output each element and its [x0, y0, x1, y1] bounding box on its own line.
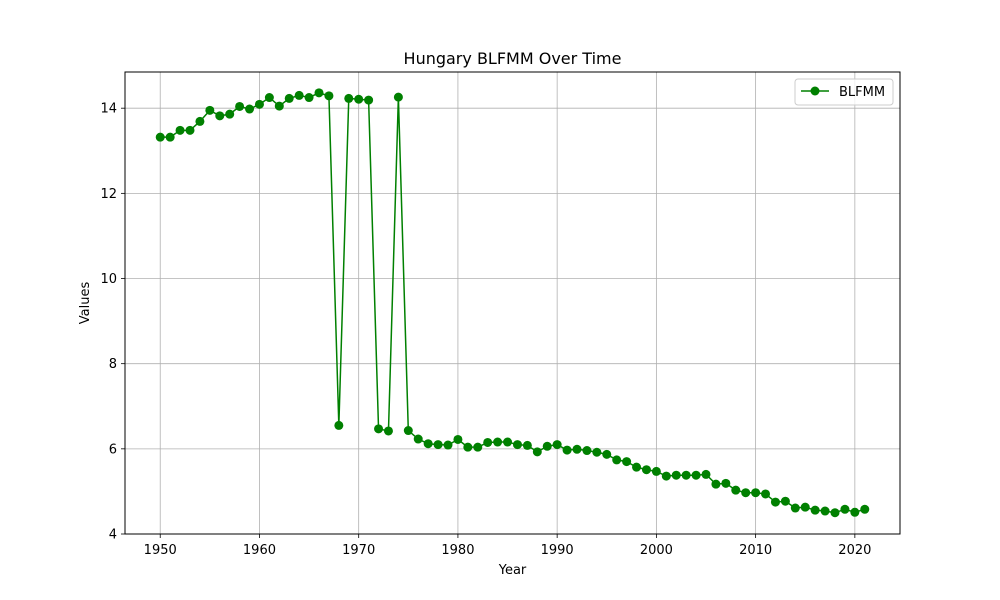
data-point — [165, 132, 175, 142]
data-point — [641, 465, 651, 475]
data-point — [334, 420, 344, 430]
y-tick-label: 10 — [100, 272, 117, 287]
data-point — [820, 506, 830, 516]
x-tick-label: 2020 — [838, 543, 871, 558]
data-point — [215, 111, 225, 121]
x-tick-label: 1970 — [342, 543, 375, 558]
data-point — [225, 109, 235, 119]
data-point — [344, 93, 354, 103]
data-point — [701, 469, 711, 479]
data-point — [691, 470, 701, 480]
data-point — [522, 440, 532, 450]
data-point — [205, 105, 215, 115]
data-point — [423, 439, 433, 449]
y-axis-label: Values — [78, 282, 93, 325]
data-point — [592, 447, 602, 457]
x-tick-label: 1950 — [144, 543, 177, 558]
data-point — [751, 488, 761, 498]
x-tick-label: 1990 — [541, 543, 574, 558]
data-point — [493, 437, 503, 447]
data-point — [185, 125, 195, 135]
data-point — [512, 440, 522, 450]
data-point — [324, 91, 334, 101]
y-tick-label: 14 — [100, 102, 117, 117]
data-point — [810, 505, 820, 515]
data-point — [800, 502, 810, 512]
data-point — [274, 101, 284, 111]
data-point — [304, 93, 314, 103]
data-point — [661, 471, 671, 481]
data-point — [681, 470, 691, 480]
legend-box — [794, 78, 894, 106]
y-axis-ticks: 4 6 8 10 12 14 — [100, 102, 125, 543]
data-point — [254, 99, 264, 109]
data-point — [264, 93, 274, 103]
data-point — [790, 503, 800, 513]
y-tick-label: 4 — [109, 528, 117, 543]
data-point — [721, 478, 731, 488]
data-point — [155, 132, 165, 142]
data-point — [860, 504, 870, 514]
legend-swatch-marker — [810, 86, 820, 96]
legend: BLFMM — [794, 78, 894, 106]
data-point — [403, 426, 413, 436]
data-point — [731, 485, 741, 495]
data-point — [463, 442, 473, 452]
legend-label: BLFMM — [839, 85, 885, 100]
x-tick-label: 2000 — [640, 543, 673, 558]
chart-title: Hungary BLFMM Over Time — [404, 49, 622, 68]
data-point — [840, 504, 850, 514]
x-axis-label: Year — [498, 563, 527, 578]
data-point — [552, 440, 562, 450]
x-tick-label: 1980 — [441, 543, 474, 558]
data-point — [602, 449, 612, 459]
data-point — [830, 508, 840, 518]
plot-frame — [124, 71, 901, 535]
data-point — [483, 437, 493, 447]
data-point — [443, 440, 453, 450]
data-point — [364, 95, 374, 105]
data-point — [503, 437, 513, 447]
y-tick-label: 12 — [100, 187, 117, 202]
data-point — [542, 441, 552, 451]
data-point — [572, 444, 582, 454]
data-point — [284, 93, 294, 103]
data-point — [383, 426, 393, 436]
data-point — [473, 442, 483, 452]
data-point — [651, 466, 661, 476]
data-point — [711, 479, 721, 489]
data-point — [433, 440, 443, 450]
data-point — [393, 92, 403, 102]
data-point — [354, 94, 364, 104]
data-point — [741, 488, 751, 498]
data-point — [612, 455, 622, 465]
data-point — [314, 88, 324, 98]
data-point — [850, 507, 860, 517]
data-point — [770, 497, 780, 507]
data-point — [175, 125, 185, 135]
data-point — [671, 470, 681, 480]
data-point — [195, 116, 205, 126]
data-point — [374, 424, 384, 434]
data-point — [780, 496, 790, 506]
data-point — [294, 90, 304, 100]
data-point — [582, 446, 592, 456]
y-tick-label: 8 — [109, 357, 117, 372]
data-point — [622, 457, 632, 467]
series-layer — [155, 88, 870, 518]
data-point — [532, 447, 542, 457]
data-point — [245, 104, 255, 114]
x-tick-label: 1960 — [243, 543, 276, 558]
x-axis-ticks: 1950 1960 1970 1980 1990 2000 2010 2020 — [144, 534, 871, 558]
data-point — [413, 434, 423, 444]
data-point — [235, 101, 245, 111]
data-point — [453, 434, 463, 444]
data-point — [761, 489, 771, 499]
data-point — [632, 462, 642, 472]
y-tick-label: 6 — [109, 442, 117, 457]
x-tick-label: 2010 — [739, 543, 772, 558]
data-point — [562, 445, 572, 455]
